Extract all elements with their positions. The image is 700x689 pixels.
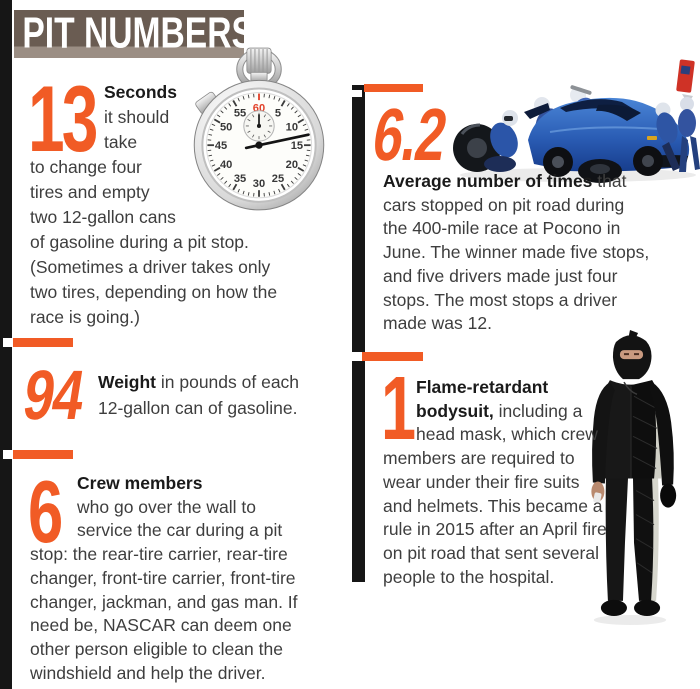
stopwatch-ticks [207,93,311,197]
text-line: (Sometimes a driver takes only [30,257,271,277]
race-car [524,97,690,183]
section-rule-bodysuit [362,352,423,361]
dial-number: 35 [234,173,246,185]
stat-text-bodysuit: Flame-retardant bodysuit, including a head… [383,376,607,589]
right-column-bar [352,85,365,582]
text-line: changer, jackman, and gas man. If [30,591,298,612]
stopwatch-crown [246,47,272,83]
section-rule-notch [3,450,13,459]
text-line: to change four [30,157,142,177]
text-line: people to the hospital. [383,566,555,587]
stat-number-1: 1 [381,359,417,459]
section-rule-notch [352,90,362,97]
text-line: it should [104,107,170,127]
text-line: rule in 2015 after an April fire [383,519,607,540]
text-line: 12-gallon can of gasoline. [98,398,298,418]
gas-man-figure [676,59,700,172]
dial-number: 10 [286,121,298,133]
text-line: Seconds [104,82,177,102]
section-rule-notch [3,338,13,347]
stat-text-seconds: Seconds it should take to change four tires … [30,80,277,330]
section-rule-weight [13,338,73,347]
text-line: the 400-mile race at Pocono in [383,218,621,239]
text-line: and helmets. This became a [383,495,603,516]
text-line: wear under their fire suits [383,471,580,492]
text-line: two 12-gallon cans [30,207,176,227]
stat-number-94: 94 [18,356,89,434]
text-line: bodysuit, including a [416,400,583,421]
text-line: Average number of times that [383,171,627,191]
text-line: stops. The most stops a driver [383,289,618,310]
dial-number: 45 [215,140,227,152]
section-rule-notch [351,352,362,361]
text-line: and five drivers made just four [383,265,618,286]
text-line: of gasoline during a pit stop. [30,232,249,252]
text-line: need be, NASCAR can deem one [30,615,292,636]
stat-text-crew: Crew members who go over the wall to servi… [30,472,298,685]
text-line: cars stopped on pit road during [383,194,625,215]
text-line: June. The winner made five stops, [383,242,650,263]
text-line: windshield and help the driver. [30,662,266,683]
stopwatch-subdial [243,110,275,142]
text-line: Flame-retardant [416,377,549,397]
dial-number: 50 [220,121,232,133]
text-line: race is going.) [30,307,140,327]
text-line: who go over the wall to [77,496,256,517]
stat-number-6-2: 6.2 [367,93,452,176]
stat-number-6: 6 [28,462,64,561]
text-line: on pit road that sent several [383,542,599,563]
text-line: changer, front-tire carrier, front-tire [30,567,296,588]
stat-number-13: 13 [28,66,98,171]
text-line: other person eligible to clean the [30,638,283,659]
text-line: members are required to [383,448,575,469]
section-rule-stops [364,84,423,92]
text-line: service the car during a pit [77,520,283,541]
section-rule-crew [13,450,73,459]
stopwatch-hand [244,133,310,150]
header-plate: PIT NUMBERS [14,8,254,58]
stat-text-stops: Average number of times that cars stopped… [383,170,649,336]
text-line: Weight in pounds of each [98,372,300,392]
dial-number: 15 [291,140,303,152]
pit-crew-photo [453,59,700,183]
stat-text-weight: Weight in pounds of each 12-gallon can of… [98,369,299,421]
text-line: Crew members [77,473,203,493]
text-line: stop: the rear-tire carrier, rear-tire [30,544,288,565]
dial-number: 30 [253,178,265,190]
text-line: two tires, depending on how the [30,282,278,302]
dial-number: 25 [272,173,284,185]
page-title: PIT NUMBERS [22,8,254,58]
dial-number: 55 [234,107,246,119]
text-line: tires and empty [30,182,150,202]
dial-number: 5 [275,107,281,119]
dial-number: 40 [220,159,232,171]
text-line: head mask, which crew [416,424,598,445]
dial-number: 20 [286,159,298,171]
text-line: made was 12. [383,313,492,334]
bodysuit-figure [591,330,677,616]
fire-bodysuit-photo [591,330,677,625]
text-line: take [104,132,138,152]
tire-carrier-figure [453,110,518,172]
jackman-figure [655,102,680,171]
